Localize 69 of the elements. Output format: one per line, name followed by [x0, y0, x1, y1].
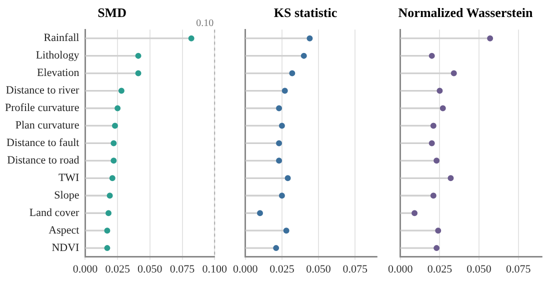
- point: [284, 175, 291, 182]
- point: [118, 88, 124, 94]
- point: [110, 158, 117, 164]
- y-tick-label: Profile curvature: [5, 102, 80, 114]
- point: [104, 228, 110, 234]
- y-tick-label: TWI: [58, 172, 80, 184]
- chart-title: SMD: [98, 5, 126, 20]
- point: [276, 158, 282, 164]
- point: [114, 105, 121, 112]
- point: [283, 228, 290, 234]
- chart-title: KS statistic: [274, 5, 338, 20]
- y-tick-label: Distance to road: [7, 154, 80, 167]
- point: [110, 140, 117, 146]
- point: [434, 245, 440, 252]
- point: [112, 122, 118, 129]
- x-tick-label: 0.025: [270, 263, 295, 276]
- x-tick-label: 0.100: [202, 263, 228, 276]
- point: [430, 122, 436, 129]
- point: [434, 158, 440, 164]
- x-tick-label: 0.000: [388, 263, 414, 276]
- point: [282, 88, 288, 94]
- point: [257, 210, 263, 216]
- x-tick-label: 0.075: [342, 263, 368, 276]
- point: [276, 105, 282, 112]
- point: [430, 192, 436, 199]
- point: [135, 52, 142, 59]
- point: [412, 210, 418, 216]
- point: [273, 245, 280, 252]
- x-tick-label: 0.025: [427, 263, 453, 276]
- y-tick-label: Aspect: [48, 224, 80, 236]
- point: [428, 52, 435, 59]
- x-tick-label: 0.000: [233, 263, 258, 276]
- y-tick-label: Distance to river: [6, 84, 80, 97]
- y-tick-label: Lithology: [36, 50, 80, 62]
- y-tick-label: Land cover: [29, 207, 80, 219]
- y-tick-label: NDVI: [52, 242, 80, 254]
- x-tick-label: 0.050: [138, 263, 163, 276]
- x-tick-label: 0.050: [466, 263, 492, 276]
- point: [428, 140, 435, 146]
- y-tick-label: Plan curvature: [15, 120, 80, 132]
- x-tick-label: 0.000: [72, 263, 98, 276]
- point: [448, 175, 454, 182]
- x-tick-label: 0.075: [506, 263, 532, 276]
- point: [300, 52, 307, 59]
- point: [306, 35, 313, 42]
- point: [188, 35, 194, 42]
- point: [436, 88, 443, 94]
- point: [106, 210, 112, 216]
- y-tick-label: Distance to fault: [6, 137, 80, 150]
- point: [278, 192, 285, 199]
- point: [106, 192, 113, 199]
- point: [135, 70, 142, 76]
- point: [278, 122, 285, 129]
- point: [104, 245, 110, 252]
- y-tick-label: Rainfall: [44, 32, 80, 44]
- x-tick-label: 0.025: [105, 263, 130, 276]
- point: [435, 228, 442, 234]
- point: [450, 70, 457, 76]
- y-tick-label: Elevation: [37, 67, 80, 80]
- point: [289, 70, 296, 76]
- x-tick-label: 0.050: [306, 263, 332, 276]
- point: [440, 105, 446, 112]
- ref-line-label: 0.10: [196, 18, 214, 30]
- chart-title: Normalized Wasserstein: [398, 5, 534, 20]
- y-tick-label: Slope: [54, 190, 80, 202]
- x-tick-label: 0.075: [170, 263, 196, 276]
- point: [109, 175, 116, 182]
- point: [487, 35, 494, 42]
- point: [276, 140, 282, 146]
